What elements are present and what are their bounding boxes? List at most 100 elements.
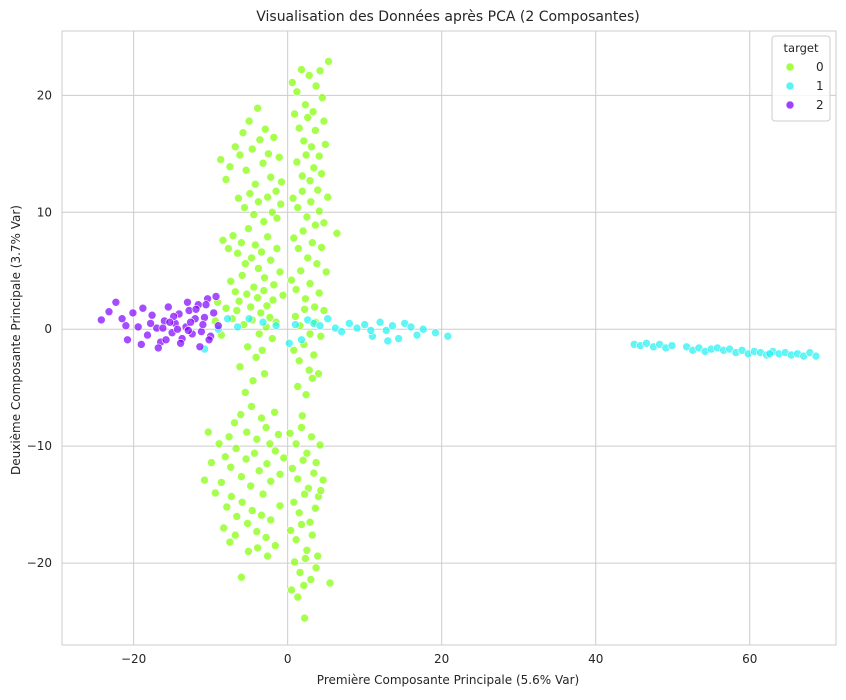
data-point-series-0	[293, 382, 303, 391]
data-point-series-0	[236, 410, 245, 419]
data-point-series-0	[234, 193, 243, 203]
data-point-series-1	[352, 323, 362, 333]
data-point-series-2	[165, 317, 175, 327]
data-point-series-2	[191, 304, 201, 314]
data-point-series-0	[287, 464, 297, 473]
data-point-series-0	[224, 432, 234, 442]
data-point-series-0	[234, 296, 244, 306]
data-point-series-0	[286, 526, 296, 535]
data-point-series-0	[289, 233, 299, 243]
data-point-series-0	[216, 155, 225, 164]
data-point-series-2	[173, 324, 182, 334]
data-point-series-0	[297, 423, 306, 432]
data-point-series-0	[253, 543, 262, 553]
data-point-series-0	[257, 345, 267, 355]
data-point-series-0	[268, 295, 278, 305]
data-point-series-1	[271, 321, 281, 331]
data-point-series-1	[258, 317, 268, 327]
data-point-series-1	[223, 314, 232, 324]
data-point-series-0	[290, 109, 299, 119]
data-point-series-0	[249, 210, 259, 219]
data-point-series-1	[291, 320, 300, 329]
data-point-series-1	[383, 336, 393, 346]
data-point-series-0	[275, 469, 285, 479]
data-point-series-0	[291, 439, 301, 449]
data-point-series-2	[138, 303, 148, 313]
data-point-series-1	[412, 330, 422, 340]
data-point-series-0	[221, 303, 231, 313]
data-point-series-0	[297, 186, 307, 196]
data-point-series-0	[311, 81, 321, 91]
data-point-series-0	[276, 199, 286, 209]
data-point-series-0	[292, 157, 302, 167]
data-point-series-0	[231, 142, 240, 152]
y-tick-label: 10	[37, 205, 52, 219]
data-point-series-0	[247, 253, 256, 263]
data-point-series-0	[293, 474, 303, 484]
data-point-series-0	[262, 301, 272, 311]
data-point-series-0	[255, 135, 265, 145]
data-point-series-0	[243, 519, 252, 528]
data-point-series-0	[269, 133, 279, 142]
data-point-series-0	[301, 554, 310, 563]
data-point-series-2	[186, 317, 195, 327]
data-point-series-2	[204, 335, 214, 345]
data-point-series-0	[207, 458, 216, 467]
data-point-series-0	[247, 506, 257, 515]
data-point-series-1	[315, 321, 325, 331]
data-point-series-0	[235, 150, 245, 160]
data-point-series-2	[121, 321, 131, 331]
data-point-series-0	[225, 162, 235, 171]
data-point-series-1	[284, 338, 294, 348]
data-point-series-0	[235, 362, 245, 372]
data-point-series-0	[265, 439, 275, 449]
legend-marker-0	[785, 62, 795, 72]
data-point-series-0	[269, 280, 279, 290]
data-point-series-1	[337, 327, 346, 336]
data-point-series-0	[291, 535, 301, 545]
data-point-series-0	[304, 71, 314, 80]
data-point-series-0	[297, 65, 306, 74]
data-point-series-0	[270, 446, 280, 456]
data-point-series-0	[237, 572, 246, 582]
data-point-series-2	[201, 300, 211, 310]
data-point-series-0	[295, 568, 305, 577]
data-point-series-0	[251, 179, 260, 189]
data-point-series-0	[267, 334, 277, 343]
data-point-series-0	[257, 247, 266, 257]
data-point-series-0	[319, 218, 329, 228]
data-point-series-1	[323, 314, 333, 324]
data-point-series-1	[443, 331, 453, 341]
data-point-series-1	[667, 341, 677, 350]
data-point-series-1	[431, 328, 440, 338]
data-point-series-2	[123, 335, 132, 345]
data-point-series-0	[307, 373, 317, 383]
data-point-series-2	[176, 338, 185, 348]
data-point-series-1	[360, 320, 370, 329]
data-point-series-0	[252, 527, 262, 536]
data-point-series-0	[221, 175, 231, 184]
data-point-series-1	[297, 335, 306, 345]
data-point-series-0	[254, 197, 263, 207]
data-point-series-0	[311, 563, 321, 573]
data-point-series-0	[246, 481, 255, 491]
data-point-series-2	[184, 326, 193, 335]
data-point-series-0	[294, 356, 304, 366]
data-point-series-0	[297, 411, 307, 421]
data-point-series-1	[765, 349, 775, 359]
data-point-series-0	[321, 267, 331, 277]
data-point-series-2	[128, 308, 138, 318]
data-point-series-0	[301, 150, 311, 160]
data-point-series-0	[311, 220, 320, 230]
data-point-series-0	[231, 530, 240, 540]
data-point-series-0	[258, 158, 268, 168]
data-point-series-0	[332, 229, 342, 238]
data-point-series-0	[319, 116, 329, 126]
data-point-series-0	[305, 176, 315, 185]
data-point-series-0	[307, 142, 316, 152]
data-point-series-0	[256, 308, 266, 318]
y-tick-label: 20	[37, 88, 52, 102]
data-point-series-0	[270, 407, 279, 417]
data-point-series-1	[394, 334, 403, 343]
data-point-series-0	[304, 365, 314, 375]
